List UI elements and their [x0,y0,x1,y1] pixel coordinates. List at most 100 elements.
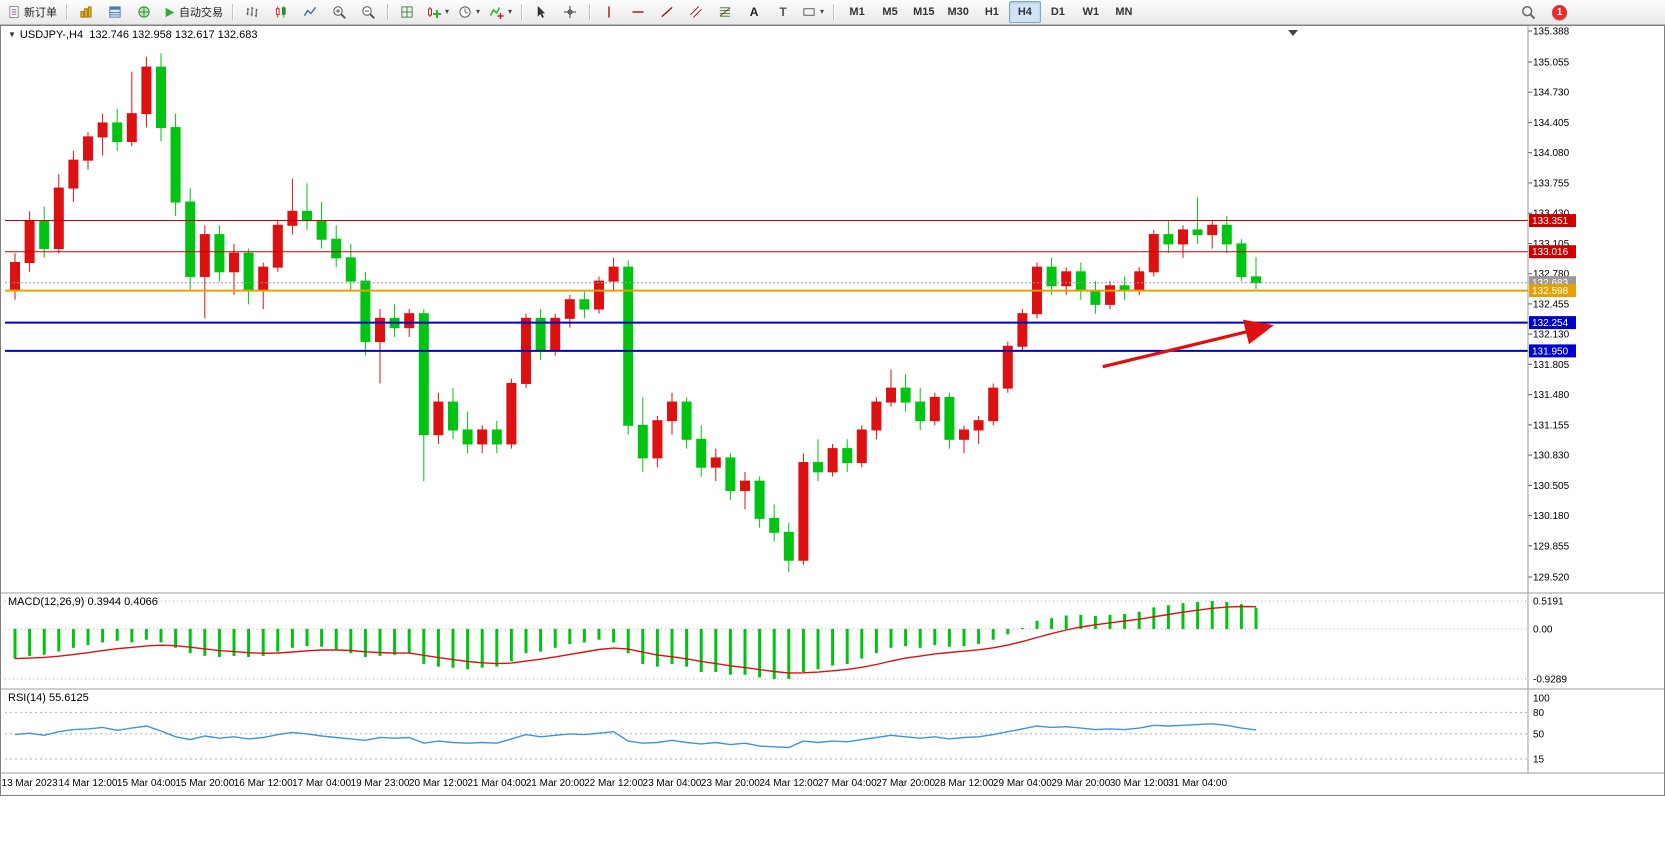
svg-text:29 Mar 20:00: 29 Mar 20:00 [1051,778,1110,789]
macd-pane: 0.5191 0.00 -0.9289 [5,597,1567,686]
svg-text:-0.9289: -0.9289 [1533,675,1567,686]
price-marker [1529,214,1576,228]
rsi-pane: 100 80 50 15 [5,694,1550,765]
cursor-icon [537,5,546,18]
vertical-line-tool-button[interactable] [595,1,623,23]
data-window-button[interactable] [101,1,129,23]
search-button[interactable] [1514,1,1542,23]
zoom-in-icon [332,5,346,19]
timeframe-MN[interactable]: MN [1115,6,1133,18]
line-chart-icon [303,6,317,17]
timeframe-H1[interactable]: H1 [984,6,999,18]
timeframe-W1[interactable]: W1 [1082,6,1100,18]
label-tool-icon: T [779,5,787,19]
price-marker [1529,284,1576,298]
cursor-tool-button[interactable] [527,1,555,23]
candles-layer [10,53,1261,573]
tile-windows-icon [401,6,413,18]
svg-text:134.080: 134.080 [1533,148,1570,159]
trend-arrow-annotation[interactable] [1102,319,1274,369]
new-chart-icon [428,6,441,18]
svg-text:100: 100 [1533,694,1550,705]
text-tool-button[interactable]: A [740,1,768,23]
tile-windows-button[interactable] [393,1,421,23]
fibonacci-tool-button[interactable] [711,1,739,23]
toolbar-separator [66,4,67,20]
svg-text:22 Mar 12:00: 22 Mar 12:00 [584,778,643,789]
shapes-button[interactable]: ▾ [798,1,828,23]
svg-text:29 Mar 04:00: 29 Mar 04:00 [993,778,1052,789]
timeframe-M1[interactable]: M1 [849,6,865,18]
notification-count: 1 [1556,6,1563,18]
chart-area[interactable]: 135.388 135.055 134.730 134.405 134.080 133.7… [0,25,1665,843]
candlestick-chart-type-button[interactable] [267,1,295,23]
zoom-out-icon [361,5,375,19]
periods-clock-button[interactable]: ▾ [454,1,484,23]
candlestick-chart[interactable]: 135.388 135.055 134.730 134.405 134.080 133.7… [0,25,1665,843]
svg-text:129.520: 129.520 [1533,573,1570,584]
indicators-button[interactable]: ▾ [485,1,516,23]
bar-chart-type-button[interactable] [238,1,266,23]
channel-tool-button[interactable] [682,1,710,23]
timeframe-D1[interactable]: D1 [1050,6,1065,18]
toolbar-separator [521,4,523,20]
dropdown-caret-icon: ▾ [445,7,450,16]
crosshair-tool-button[interactable] [556,1,584,23]
svg-text:130.180: 130.180 [1533,511,1570,522]
new-order-button[interactable]: 新订单 [3,1,61,23]
horizontal-line-tool-button[interactable] [624,1,652,23]
new-chart-button[interactable]: ▾ [422,1,453,23]
price-marker [1529,245,1576,259]
new-order-icon [9,5,19,19]
svg-text:134.730: 134.730 [1533,88,1570,99]
timeframe-H4[interactable]: H4 [1008,1,1041,23]
svg-text:23 Mar 20:00: 23 Mar 20:00 [701,778,760,789]
svg-text:134.405: 134.405 [1533,118,1570,129]
svg-text:133.351: 133.351 [1532,216,1569,227]
time-axis: 13 Mar 2023 14 Mar 12:00 15 Mar 04:00 15 Ma… [2,778,1228,789]
dropdown-caret-icon: ▾ [508,7,513,16]
svg-text:132.683: 132.683 [1532,278,1569,289]
navigator-button[interactable] [130,1,158,23]
zoom-in-button[interactable] [325,1,353,23]
toolbar-separator [387,4,388,20]
svg-text:133.016: 133.016 [1532,247,1569,258]
trendline-icon [661,6,673,18]
timeframe-M5[interactable]: M5 [882,6,898,18]
toolbar: 新订单 自动交易 [0,0,1665,25]
price-axis: 135.388 135.055 134.730 134.405 134.080 133.7… [1528,27,1570,584]
svg-text:19 Mar 23:00: 19 Mar 23:00 [351,778,410,789]
toolbar-right-group: 1 [1514,1,1567,23]
timeframe-M30[interactable]: M30 [947,6,969,18]
timeframe-group: M1 M5 M15 M30 H1 H4 D1 W1 MN [841,1,1140,23]
autotrade-button[interactable]: 自动交易 [159,1,227,23]
chart-shift-marker-icon [1288,30,1298,36]
trendline-tool-button[interactable] [653,1,681,23]
svg-text:132.598: 132.598 [1532,286,1569,297]
notification-badge[interactable]: 1 [1552,4,1567,20]
svg-text:15 Mar 04:00: 15 Mar 04:00 [117,778,176,789]
svg-text:131.155: 131.155 [1533,420,1570,431]
channel-icon [690,6,702,18]
svg-text:23 Mar 04:00: 23 Mar 04:00 [643,778,702,789]
svg-text:0.5191: 0.5191 [1533,597,1564,608]
svg-text:132.455: 132.455 [1533,299,1570,310]
toolbar-separator [833,4,835,20]
clock-icon [459,6,471,18]
svg-text:21 Mar 20:00: 21 Mar 20:00 [526,778,585,789]
label-tool-button[interactable]: T [769,1,797,23]
data-window-icon [109,6,121,18]
svg-text:21 Mar 04:00: 21 Mar 04:00 [467,778,526,789]
zoom-out-button[interactable] [354,1,382,23]
navigator-icon [138,6,150,18]
dropdown-caret-icon: ▾ [476,7,481,16]
svg-text:132.130: 132.130 [1533,330,1570,341]
market-watch-button[interactable] [72,1,100,23]
line-chart-type-button[interactable] [296,1,324,23]
svg-text:131.805: 131.805 [1533,360,1570,371]
svg-text:135.055: 135.055 [1533,57,1570,68]
svg-text:13 Mar 2023: 13 Mar 2023 [2,778,59,789]
svg-text:0.00: 0.00 [1533,624,1553,635]
timeframe-M15[interactable]: M15 [913,6,935,18]
